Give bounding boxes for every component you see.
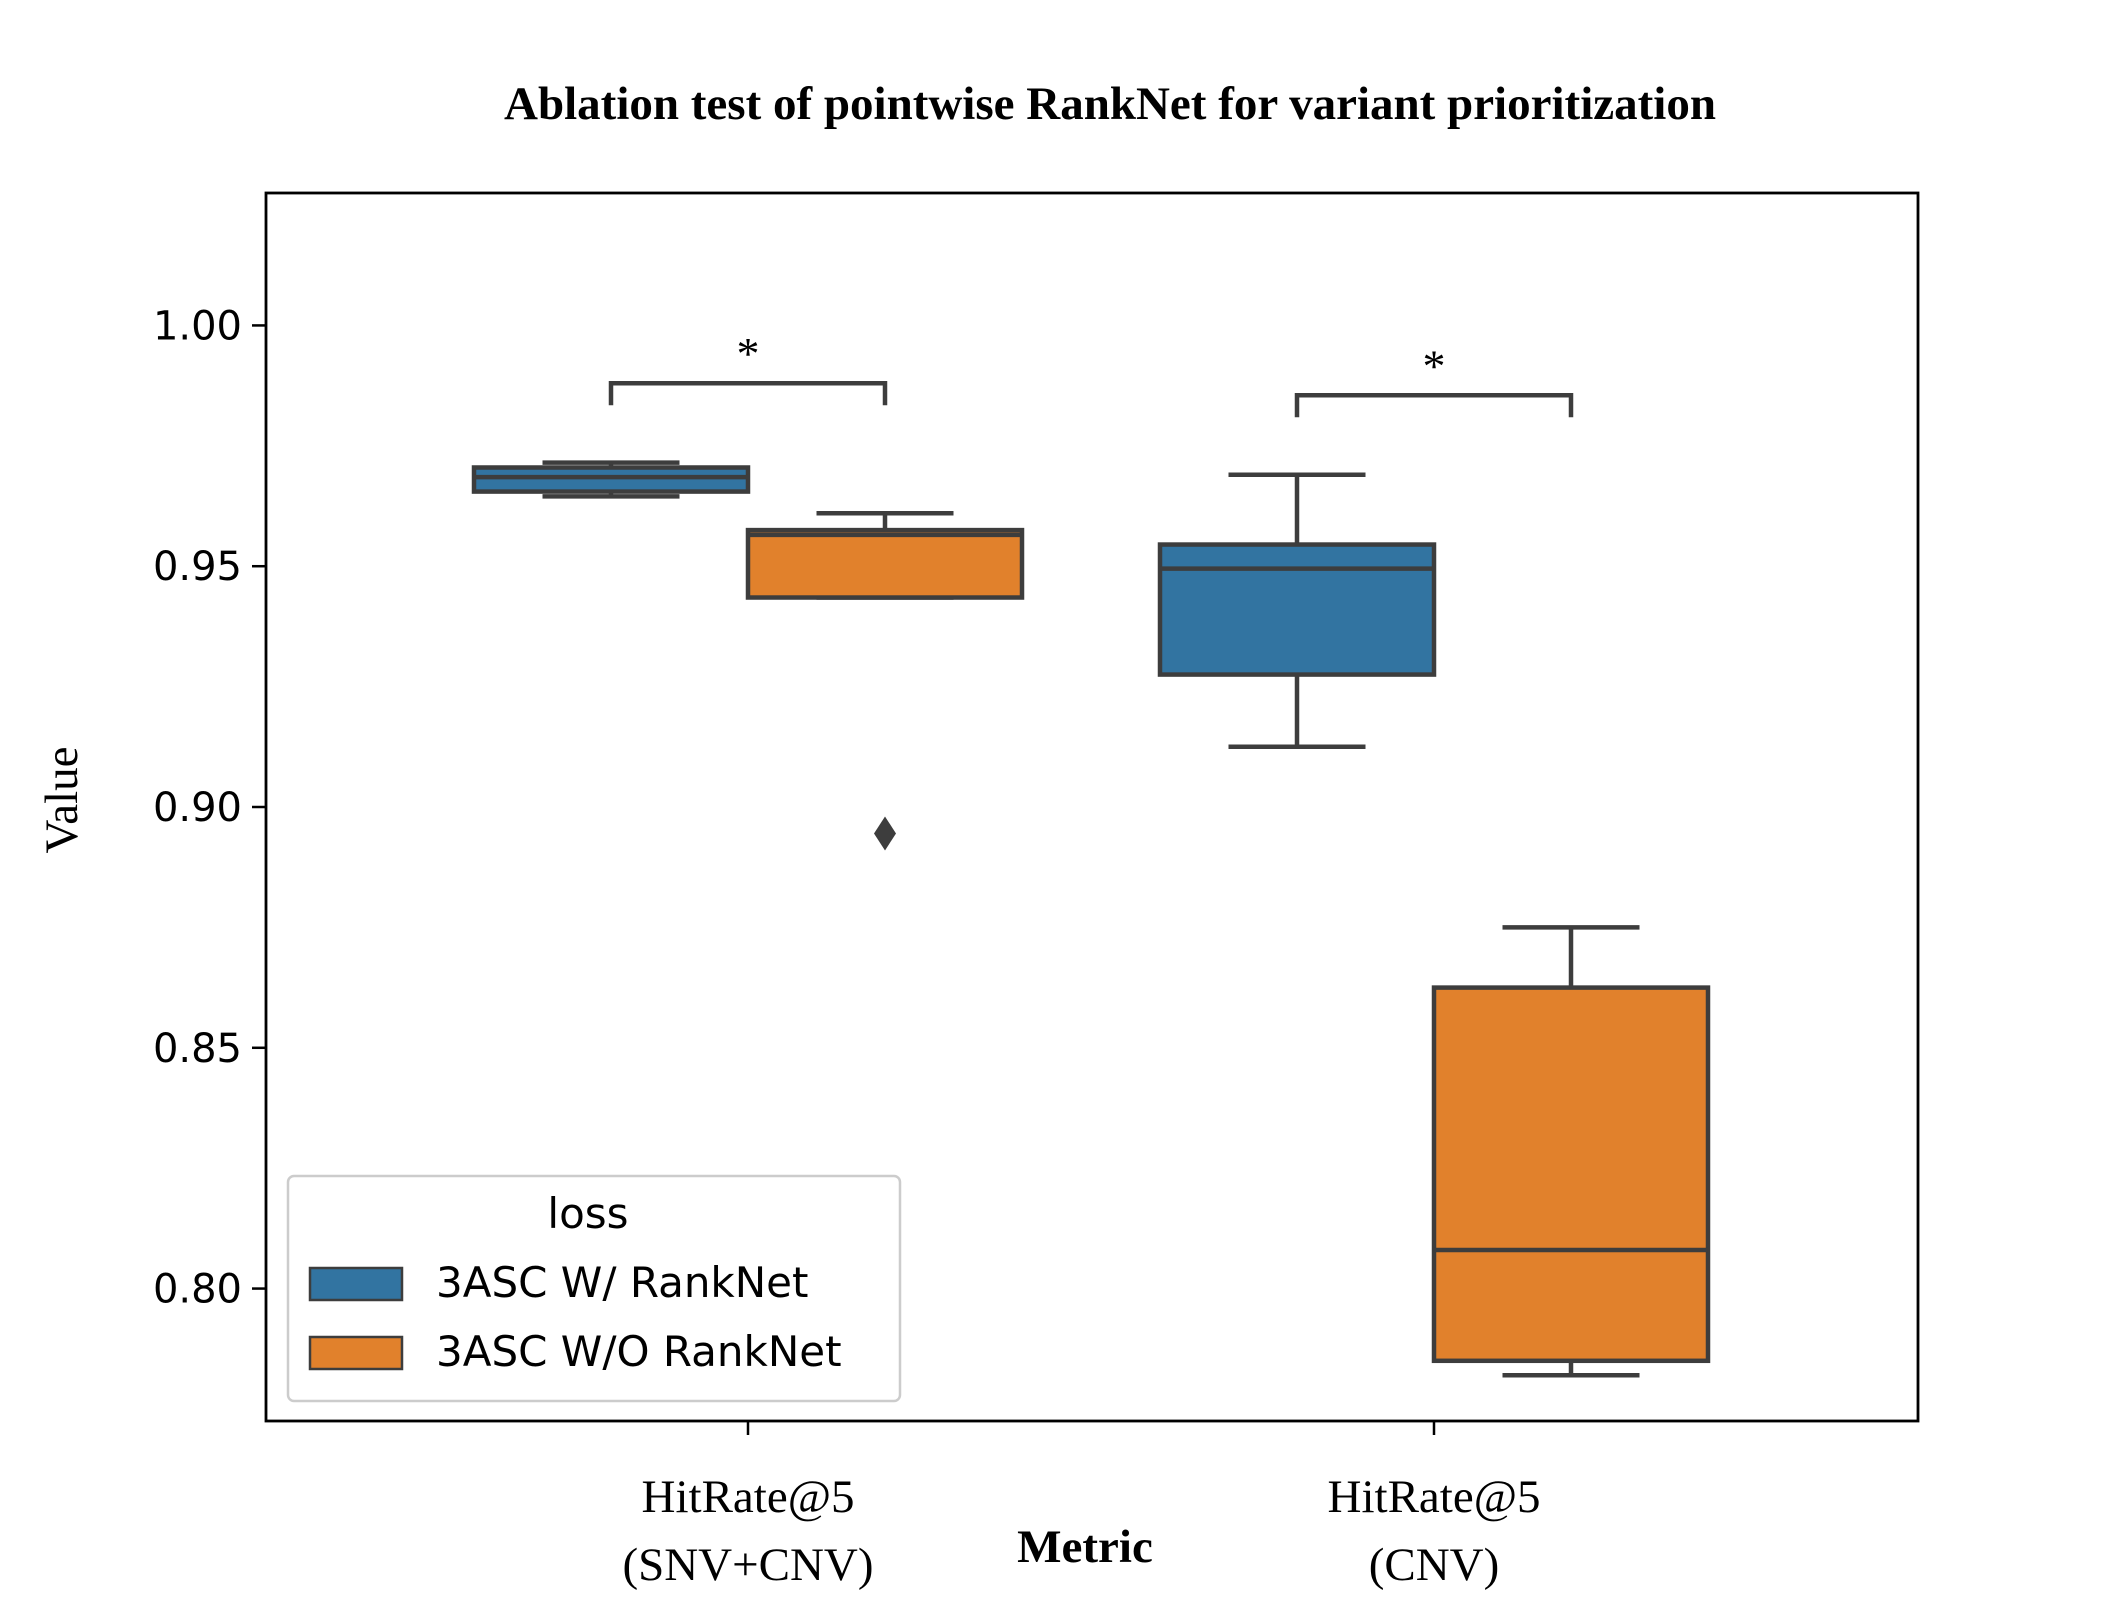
x-tick-label-line1: HitRate@5 — [1328, 1471, 1541, 1523]
legend-swatch — [308, 1335, 404, 1371]
x-tick-label-line2: (CNV) — [1369, 1539, 1500, 1591]
y-tick-label: 0.85 — [153, 1026, 242, 1072]
legend-entry-label: 3ASC W/ RankNet — [436, 1258, 808, 1307]
plot-area: 0.80 0.85 0.90 0.95 1.00 HitRate@5 (SNV+CNV) Hi… — [153, 191, 1920, 1591]
legend-entry-label: 3ASC W/O RankNet — [436, 1327, 842, 1376]
y-tick-label: 0.90 — [153, 785, 242, 831]
box-iqr — [1157, 542, 1437, 677]
significance-bracket — [608, 380, 888, 406]
legend-title: loss — [547, 1189, 628, 1238]
y-tick-label: 0.95 — [153, 544, 242, 590]
x-tick-label-line1: HitRate@5 — [642, 1471, 855, 1523]
legend-frame — [286, 1174, 902, 1403]
y-axis-label: Value — [36, 746, 88, 853]
outlier-marker — [874, 816, 896, 851]
significance-bracket — [1294, 393, 1574, 418]
box-iqr — [1431, 985, 1711, 1364]
box-iqr — [745, 527, 1025, 600]
significance-label: * — [1423, 340, 1446, 391]
significance-label: * — [737, 328, 760, 379]
x-tick-label-line2: (SNV+CNV) — [622, 1539, 873, 1591]
axes-frame — [264, 191, 1920, 1423]
legend: loss 3ASC W/ RankNet 3ASC W/O RankNet — [286, 1174, 902, 1403]
legend-swatch — [308, 1266, 404, 1302]
x-axis-label: Metric — [1017, 1521, 1153, 1573]
y-tick-label: 1.00 — [153, 303, 242, 349]
chart-title: Ablation test of pointwise RankNet for v… — [504, 78, 1716, 130]
box-iqr — [471, 465, 751, 494]
y-tick-label: 0.80 — [153, 1267, 242, 1313]
